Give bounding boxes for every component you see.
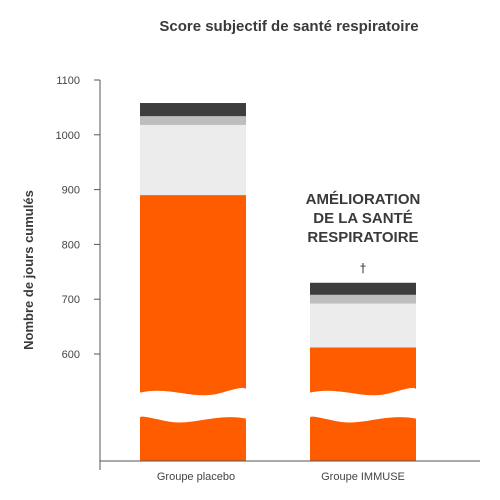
annotation-line-1: AMÉLIORATION xyxy=(306,191,421,208)
improvement-annotation: AMÉLIORATION DE LA SANTÉ RESPIRATOIRE † xyxy=(306,191,421,275)
significance-dagger: † xyxy=(360,261,366,275)
bar-1-segment-2 xyxy=(310,294,416,304)
annotation-line-2: DE LA SANTÉ xyxy=(313,210,412,227)
bar-0-segment-2 xyxy=(140,116,246,125)
y-tick-label-700: 700 xyxy=(62,294,80,306)
y-axis-label: Nombre de jours cumulés xyxy=(21,190,36,350)
x-tick-label-immuse: Groupe IMMUSE xyxy=(321,471,405,483)
axis-break-marks xyxy=(138,387,418,423)
axis-break-0 xyxy=(138,387,248,423)
y-tick-label-800: 800 xyxy=(62,239,80,251)
bar-0-segment-1 xyxy=(140,124,246,196)
bars xyxy=(140,103,416,461)
annotation-line-3: RESPIRATOIRE xyxy=(307,229,418,246)
bar-1-segment-1 xyxy=(310,303,416,348)
y-tick-label-600: 600 xyxy=(62,349,80,361)
x-tick-label-placebo: Groupe placebo xyxy=(157,471,235,483)
axis-break-1 xyxy=(308,387,418,423)
bar-1-segment-3 xyxy=(310,282,416,295)
y-tick-label-900: 900 xyxy=(62,185,80,197)
y-tick-labels: 1100 1000 900 800 700 600 xyxy=(56,75,80,361)
y-tick-label-1000: 1000 xyxy=(56,130,80,142)
chart-title: Score subjectif de santé respiratoire xyxy=(159,18,418,35)
y-tick-marks xyxy=(94,79,100,355)
y-tick-label-1100: 1100 xyxy=(56,75,80,87)
bar-0-segment-3 xyxy=(140,103,246,117)
